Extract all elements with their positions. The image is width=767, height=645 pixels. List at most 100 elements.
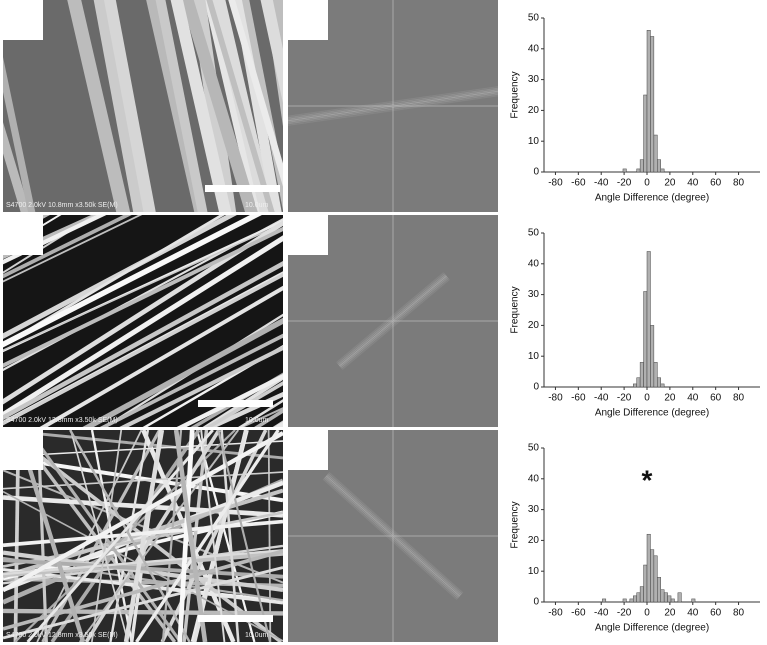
fiber <box>119 345 283 427</box>
fft-streak <box>338 275 448 367</box>
bar <box>622 598 627 603</box>
bar <box>646 533 651 603</box>
fiber <box>3 440 283 458</box>
y-tick-label: 20 <box>528 320 540 331</box>
corner-mask <box>288 430 328 470</box>
fiber <box>3 550 283 592</box>
bar <box>670 598 675 603</box>
sem-caption: S4700 2.0kV 12.8mm x3.50k SE(M) <box>6 632 118 639</box>
y-tick-label: 10 <box>528 566 540 577</box>
x-tick-label: -60 <box>571 178 586 189</box>
scale-bar-label: 10.0um <box>245 417 269 424</box>
fft-streak <box>323 477 459 599</box>
fiber <box>69 430 191 642</box>
fiber <box>3 235 283 418</box>
x-tick-label: 60 <box>710 393 722 404</box>
bar <box>633 383 637 388</box>
x-tick-label: 40 <box>687 178 699 189</box>
fiber <box>3 122 31 212</box>
bar <box>653 134 658 173</box>
x-tick-label: -40 <box>594 393 609 404</box>
bar <box>639 362 644 388</box>
sem-caption: S4700 2.0kV 10.8mm x3.50k SE(M) <box>6 202 118 209</box>
fft-streak <box>288 89 498 120</box>
x-tick-label: 20 <box>664 608 676 619</box>
fft-streak <box>324 476 460 598</box>
fiber <box>260 0 283 104</box>
fft-streak <box>336 272 445 364</box>
y-axis-label: Frequency <box>510 501 521 548</box>
bar <box>643 94 648 173</box>
fiber <box>93 0 144 212</box>
x-tick-label: -20 <box>617 608 632 619</box>
x-tick-label: 20 <box>664 178 676 189</box>
bar <box>636 377 641 388</box>
fiber <box>3 272 283 426</box>
x-tick-label: -80 <box>548 393 563 404</box>
x-tick-label: -80 <box>548 608 563 619</box>
y-tick-label: 0 <box>533 597 539 608</box>
x-tick-label: 0 <box>644 608 650 619</box>
fiber <box>3 215 262 348</box>
fft-streak <box>288 92 498 123</box>
fft-streak <box>337 273 446 365</box>
fiber <box>135 430 280 642</box>
bar <box>663 592 668 603</box>
fiber <box>155 0 208 212</box>
bar <box>667 595 672 603</box>
fft-streak <box>328 471 464 594</box>
sem-image: 10.0um S4700 2.0kV 10.8mm x3.50k SE(M) <box>3 0 283 212</box>
x-tick-label: 40 <box>687 393 699 404</box>
fiber <box>3 215 143 283</box>
x-tick-label: -60 <box>571 393 586 404</box>
scale-bar-label: 10.0um <box>245 632 269 639</box>
x-tick-label: 0 <box>644 393 650 404</box>
corner-mask <box>3 215 43 255</box>
x-tick-label: 40 <box>687 608 699 619</box>
fiber <box>161 430 183 642</box>
fiber <box>177 430 195 642</box>
annotation: * <box>642 464 653 495</box>
scale-bar <box>198 400 273 407</box>
fiber <box>241 0 283 211</box>
bar <box>657 377 661 388</box>
fiber <box>170 0 232 212</box>
x-tick-label: -80 <box>548 178 563 189</box>
fft-streak <box>322 478 458 601</box>
x-tick-label: 80 <box>733 608 745 619</box>
bar <box>653 362 658 388</box>
fiber <box>176 373 283 427</box>
fiber <box>160 430 268 642</box>
x-tick-label: 0 <box>644 178 650 189</box>
bar <box>650 549 655 603</box>
x-tick-label: -20 <box>617 393 632 404</box>
corner-mask <box>3 430 43 470</box>
y-tick-label: 10 <box>528 351 540 362</box>
fft-streak <box>338 274 447 366</box>
y-tick-label: 0 <box>533 167 539 178</box>
fiber <box>79 430 240 642</box>
x-tick-label: -40 <box>594 608 609 619</box>
bar <box>639 586 644 603</box>
fiber <box>202 375 283 427</box>
bar <box>660 589 665 603</box>
fiber <box>99 333 283 427</box>
sem-image: 10.0um S4700 2.0kV 12.8mm x3.50k SE(M) <box>3 430 283 642</box>
y-tick-label: 30 <box>528 504 540 515</box>
fiber <box>267 430 272 642</box>
x-axis-label: Angle Difference (degree) <box>595 408 709 419</box>
fiber <box>3 226 283 368</box>
scale-bar <box>205 185 280 192</box>
x-tick-label: 80 <box>733 393 745 404</box>
fft-streak <box>325 475 461 597</box>
y-tick-label: 50 <box>528 443 540 454</box>
corner-mask <box>3 0 43 40</box>
x-tick-label: -40 <box>594 178 609 189</box>
fiber <box>3 56 36 212</box>
fiber <box>182 430 209 642</box>
fiber <box>217 430 272 642</box>
fiber <box>3 568 283 605</box>
bar <box>650 325 655 388</box>
scale-bar-label: 10.0um <box>245 202 269 209</box>
